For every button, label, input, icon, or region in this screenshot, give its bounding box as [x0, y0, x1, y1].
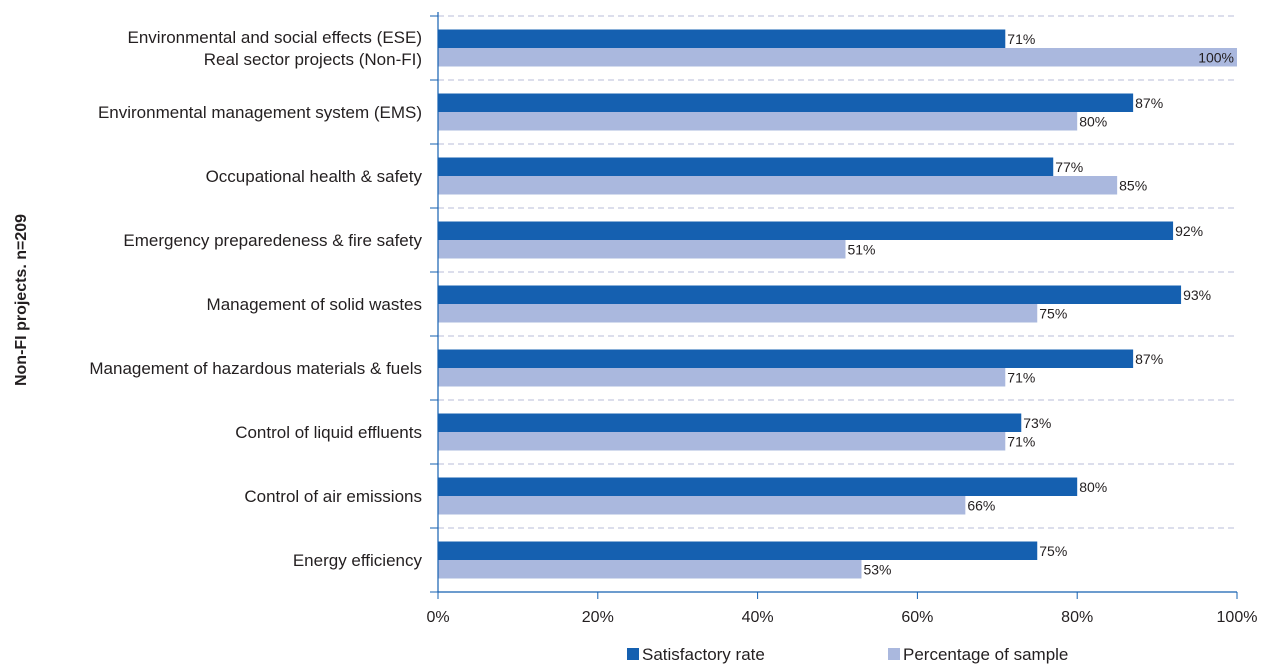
bar-sample [438, 304, 1037, 323]
category-label: Emergency preparedeness & fire safety [123, 231, 422, 250]
gridlines [438, 16, 1237, 528]
bar-sample [438, 496, 965, 515]
bar-sample [438, 368, 1005, 387]
data-label: 51% [847, 241, 875, 257]
category-labels: Environmental and social effects (ESE) Re… [89, 28, 422, 570]
category-label: Energy efficiency [293, 551, 423, 570]
bar-satisfactory [438, 158, 1053, 177]
legend: Satisfactory rate Percentage of sample [627, 645, 1068, 664]
bar-sample [438, 176, 1117, 195]
data-label: 71% [1007, 433, 1035, 449]
data-label: 71% [1007, 31, 1035, 47]
bar-satisfactory [438, 222, 1173, 241]
x-tick-label: 20% [582, 609, 614, 626]
category-label: Occupational health & safety [206, 167, 423, 186]
data-label: 85% [1119, 177, 1147, 193]
data-label: 80% [1079, 479, 1107, 495]
bar-sample [438, 240, 845, 259]
bar-satisfactory [438, 286, 1181, 305]
bars [438, 30, 1237, 579]
category-label: Control of air emissions [244, 487, 422, 506]
data-label: 71% [1007, 369, 1035, 385]
bar-satisfactory [438, 350, 1133, 369]
category-label: Management of solid wastes [207, 295, 422, 314]
data-label: 53% [863, 561, 891, 577]
data-label: 75% [1039, 543, 1067, 559]
x-tick-label: 40% [742, 609, 774, 626]
bar-satisfactory [438, 94, 1133, 113]
x-tick-label: 0% [426, 609, 449, 626]
category-label: Environmental management system (EMS) [98, 103, 422, 122]
legend-label: Satisfactory rate [642, 645, 765, 664]
x-tick-label: 60% [901, 609, 933, 626]
data-label: 87% [1135, 351, 1163, 367]
y-axis-title: Non-FI projects. n=209 [13, 214, 30, 386]
bar-sample [438, 112, 1077, 131]
legend-swatch-satisfactory [627, 648, 639, 660]
bar-sample [438, 432, 1005, 451]
bar-satisfactory [438, 478, 1077, 497]
data-label: 75% [1039, 305, 1067, 321]
data-label: 92% [1175, 223, 1203, 239]
bar-satisfactory [438, 414, 1021, 433]
data-label: 100% [1198, 49, 1234, 65]
category-label: Control of liquid effluents [235, 423, 422, 442]
x-tick-label: 100% [1217, 609, 1258, 626]
legend-label: Percentage of sample [903, 645, 1068, 664]
data-label: 73% [1023, 415, 1051, 431]
x-tick-label: 80% [1061, 609, 1093, 626]
bar-satisfactory [438, 542, 1037, 561]
category-label: Management of hazardous materials & fuel… [89, 359, 422, 378]
data-label: 77% [1055, 159, 1083, 175]
bar-satisfactory [438, 30, 1005, 49]
legend-swatch-sample [888, 648, 900, 660]
data-label: 93% [1183, 287, 1211, 303]
category-label: Environmental and social effects (ESE) [128, 28, 423, 47]
category-label: Real sector projects (Non-FI) [204, 50, 422, 69]
data-label: 80% [1079, 113, 1107, 129]
data-label: 66% [967, 497, 995, 513]
data-label: 87% [1135, 95, 1163, 111]
bar-sample [438, 48, 1237, 67]
bar-sample [438, 560, 861, 579]
